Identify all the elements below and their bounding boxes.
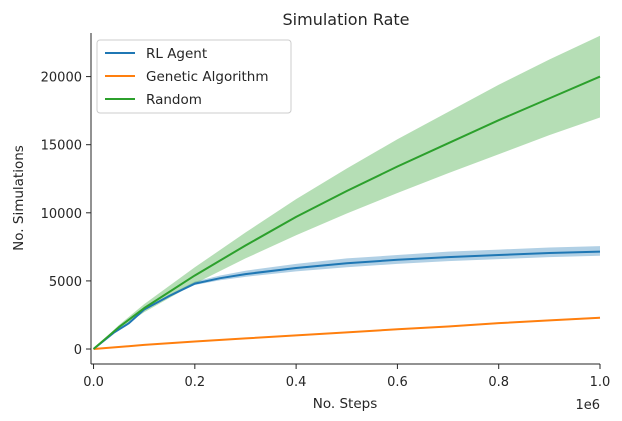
y-tick-label: 0	[74, 343, 82, 358]
y-tick-label: 15000	[41, 139, 82, 154]
x-tick-label: 0.0	[83, 375, 104, 390]
y-ticks: 0 5000 10000 15000 20000	[41, 71, 91, 358]
x-axis-label: No. Steps	[313, 396, 377, 412]
x-tick-label: 0.8	[488, 375, 509, 390]
x-tick-label: 1.0	[590, 375, 611, 390]
x-tick-label: 0.4	[286, 375, 307, 390]
y-tick-label: 20000	[41, 71, 82, 86]
legend: RL Agent Genetic Algorithm Random	[96, 39, 292, 114]
x-tick-label: 0.6	[387, 375, 408, 390]
genetic-algorithm-line	[93, 316, 601, 351]
axes	[90, 33, 600, 365]
rl-agent-band	[93, 246, 600, 350]
legend-label-genetic-algorithm: Genetic Algorithm	[146, 69, 269, 85]
legend-label-rl-agent: RL Agent	[146, 46, 207, 62]
x-tick-label: 0.2	[184, 375, 205, 390]
x-offset-label: 1e6	[575, 398, 600, 413]
series-lines	[92, 75, 601, 351]
random-line	[92, 75, 601, 350]
rl-agent-line	[92, 250, 601, 350]
x-ticks: 0.0 0.2 0.4 0.6 0.8 1.0	[83, 364, 610, 390]
y-tick-label: 5000	[49, 275, 82, 290]
chart-title: Simulation Rate	[283, 10, 410, 29]
legend-label-random: Random	[146, 92, 202, 108]
y-tick-label: 10000	[41, 207, 82, 222]
random-band	[93, 35, 600, 350]
legend-box	[96, 39, 292, 114]
y-axis-label: No. Simulations	[11, 145, 27, 251]
